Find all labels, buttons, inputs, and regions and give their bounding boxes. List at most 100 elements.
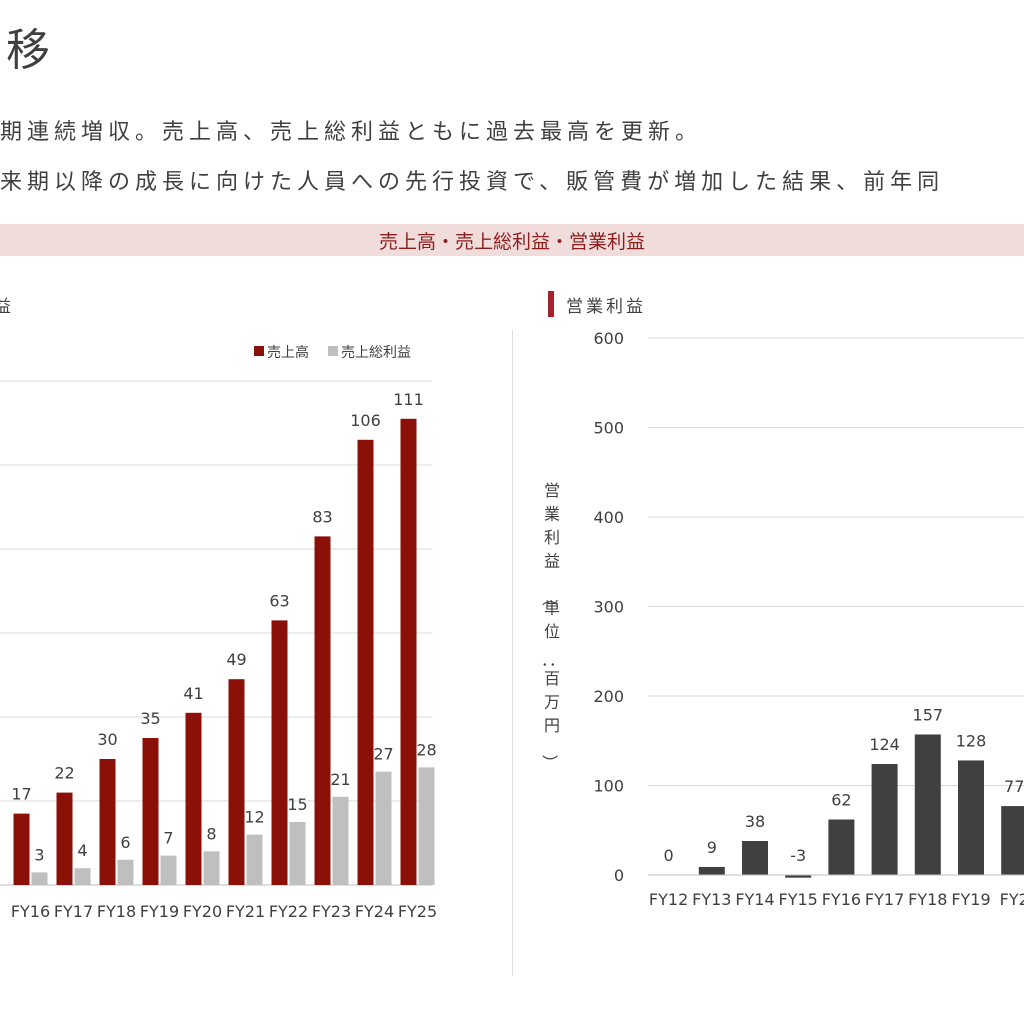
operating-profit-bar — [1001, 806, 1024, 875]
right-y-axis-label: 営業利益（単位：百万円） — [540, 481, 560, 771]
left-x-tick-label: FY22 — [269, 902, 308, 921]
revenue-bar — [56, 792, 73, 885]
revenue-gross-profit-chart: 売上高売上総利益5173FY16224FY17306FY18357FY19418… — [0, 344, 437, 921]
left-x-tick-label: FY25 — [398, 902, 437, 921]
revenue-bar — [142, 738, 159, 885]
right-x-tick-label: FY2 — [1000, 890, 1024, 909]
right-chart-subtitle: 営業利益 — [548, 290, 646, 318]
gross-profit-value-label: 8 — [206, 824, 216, 843]
revenue-value-label: 111 — [393, 390, 424, 409]
operating-profit-bar — [958, 760, 984, 875]
operating-profit-bar — [828, 819, 855, 875]
revenue-bar — [357, 439, 374, 885]
revenue-bar — [314, 536, 331, 885]
revenue-bar — [271, 620, 288, 885]
legend-label-gross-profit: 売上総利益 — [341, 345, 411, 361]
revenue-bar — [13, 813, 30, 885]
gross-profit-bar — [332, 796, 349, 885]
operating-profit-value-label: 9 — [707, 838, 717, 857]
gross-profit-value-label: 3 — [34, 845, 44, 864]
revenue-value-label: 22 — [54, 764, 74, 783]
subtitle-accent-bar — [548, 291, 554, 317]
operating-profit-value-label: 38 — [745, 812, 765, 831]
gross-profit-value-label: 21 — [330, 770, 350, 789]
page-title: 移 — [6, 25, 52, 76]
summary-line-2: 来期以降の成長に向けた人員への先行投資で、販管費が増加した結果、前年同 — [0, 170, 945, 195]
operating-profit-bar — [785, 875, 812, 878]
left-x-tick-label: FY20 — [183, 902, 222, 921]
right-y-tick-label: 600 — [593, 329, 624, 348]
summary-line-1: 期連続増収。売上高、売上総利益ともに過去最高を更新。 — [0, 120, 703, 145]
operating-profit-bar — [698, 866, 725, 875]
right-x-tick-label: FY14 — [735, 890, 774, 909]
gross-profit-bar — [160, 855, 177, 885]
left-x-tick-label: FY18 — [97, 902, 136, 921]
section-band-title: 売上高・売上総利益・営業利益 — [378, 230, 645, 253]
gross-profit-bar — [375, 771, 392, 885]
revenue-bar — [99, 759, 116, 885]
right-y-tick-label: 0 — [614, 866, 624, 885]
gross-profit-bar — [289, 822, 306, 885]
left-x-tick-label: FY19 — [140, 902, 179, 921]
gross-profit-bar — [203, 851, 220, 885]
operating-profit-bar — [914, 734, 941, 875]
revenue-bar — [400, 418, 417, 885]
right-x-tick-label: FY15 — [779, 890, 818, 909]
right-y-tick-label: 500 — [593, 419, 624, 438]
operating-profit-value-label: 124 — [869, 735, 900, 754]
revenue-value-label: 106 — [350, 411, 381, 430]
left-x-tick-label: FY21 — [226, 902, 265, 921]
operating-profit-value-label: 157 — [913, 705, 944, 724]
revenue-bar — [228, 679, 245, 885]
gross-profit-value-label: 6 — [120, 833, 130, 852]
gross-profit-value-label: 7 — [163, 829, 173, 848]
gross-profit-value-label: 4 — [77, 841, 87, 860]
gross-profit-value-label: 27 — [373, 745, 393, 764]
gross-profit-bar — [246, 834, 263, 885]
section-band: 売上高・売上総利益・営業利益 — [0, 224, 1024, 256]
left-x-tick-label: FY16 — [11, 902, 50, 921]
operating-profit-value-label: 0 — [664, 846, 674, 865]
gross-profit-bar — [418, 767, 435, 885]
revenue-bar — [185, 712, 202, 885]
left-x-tick-label: FY24 — [355, 902, 394, 921]
revenue-value-label: 41 — [183, 684, 203, 703]
revenue-value-label: 63 — [269, 591, 289, 610]
right-x-tick-label: FY19 — [951, 890, 990, 909]
operating-profit-value-label: 128 — [956, 731, 987, 750]
gross-profit-bar — [117, 859, 134, 885]
right-x-tick-label: FY12 — [649, 890, 688, 909]
operating-profit-chart: 0 100 200 300 400 500 600 営業利益（単位：百万円） 0 FY12 9 FY1… — [540, 329, 1024, 909]
right-chart-subtitle-label: 営業利益 — [566, 296, 646, 317]
gross-profit-bar — [31, 872, 48, 885]
gross-profit-value-label: 15 — [287, 795, 307, 814]
right-y-tick-label: 100 — [593, 777, 624, 796]
revenue-value-label: 49 — [226, 650, 246, 669]
operating-profit-value-label: 62 — [831, 791, 851, 810]
right-x-tick-label: FY17 — [865, 890, 904, 909]
operating-profit-value-label: -3 — [790, 846, 806, 865]
left-x-tick-label: FY17 — [54, 902, 93, 921]
right-x-tick-label: FY13 — [692, 890, 731, 909]
right-y-tick-label: 400 — [593, 508, 624, 527]
revenue-value-label: 30 — [97, 730, 117, 749]
right-x-tick-label: FY18 — [908, 890, 947, 909]
left-x-tick-label: FY23 — [312, 902, 351, 921]
gross-profit-value-label: 28 — [416, 740, 436, 759]
operating-profit-bar — [871, 764, 898, 875]
right-y-tick-label: 200 — [593, 687, 624, 706]
operating-profit-value-label: 77 — [1004, 777, 1024, 796]
legend-label-revenue: 売上高 — [267, 344, 309, 361]
gross-profit-bar — [74, 868, 91, 885]
right-x-tick-label: FY16 — [822, 890, 861, 909]
revenue-value-label: 17 — [11, 785, 31, 804]
revenue-value-label: 35 — [140, 709, 160, 728]
legend-swatch-revenue — [254, 346, 264, 356]
operating-profit-bar — [742, 840, 768, 875]
right-y-tick-label: 300 — [593, 598, 624, 617]
revenue-value-label: 83 — [312, 507, 332, 526]
left-chart-subtitle: 益 — [0, 297, 11, 317]
chart-divider — [512, 330, 513, 976]
legend-swatch-gross-profit — [328, 346, 338, 356]
